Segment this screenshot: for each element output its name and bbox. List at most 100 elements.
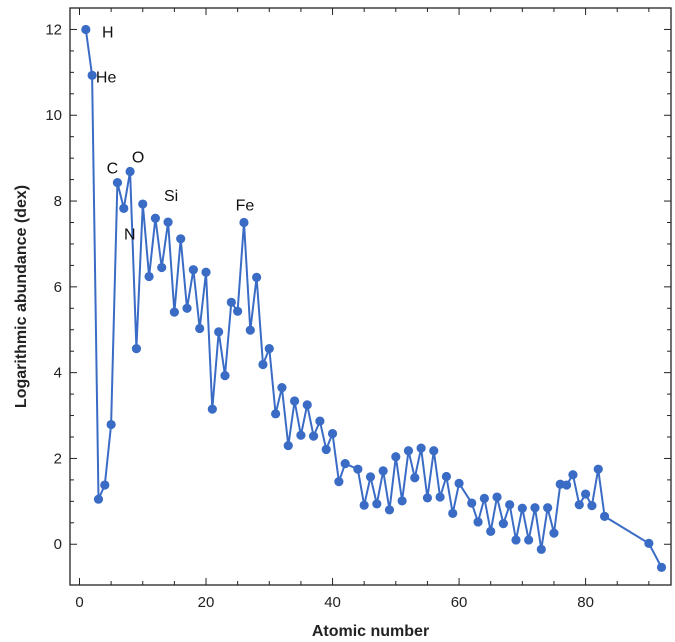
y-axis-title: Logarithmic abundance (dex): [13, 185, 30, 408]
data-point: [359, 500, 369, 510]
y-tick-label: 4: [54, 365, 62, 382]
data-point: [112, 178, 123, 188]
data-point: [543, 503, 553, 513]
data-point: [182, 303, 192, 313]
data-point: [321, 444, 331, 455]
data-point: [353, 464, 363, 474]
data-point: [119, 203, 129, 213]
data-point: [283, 440, 293, 451]
data-point: [195, 323, 205, 334]
data-point: [258, 359, 268, 370]
data-point: [644, 538, 654, 548]
data-point: [397, 496, 407, 506]
data-point: [435, 492, 445, 502]
data-point: [599, 511, 610, 521]
plot-frame: [69, 7, 672, 586]
data-point: [169, 307, 179, 317]
data-point: [315, 416, 325, 426]
data-point: [87, 70, 97, 80]
x-tick-label: 80: [577, 594, 594, 611]
annotation-label: Fe: [236, 197, 255, 214]
data-point: [416, 443, 426, 453]
data-point: [277, 383, 287, 393]
data-point: [100, 480, 110, 490]
x-tick-label: 20: [198, 594, 215, 611]
tick-labels: 0 20 40 60 80 0 2 4 6 8 10 12: [45, 21, 594, 611]
data-point: [372, 499, 382, 509]
x-tick-label: 40: [324, 594, 341, 611]
x-axis-title: Atomic number: [312, 623, 429, 640]
data-point: [587, 501, 597, 511]
annotation-label: N: [124, 226, 136, 243]
element-annotations: H He C N O Si Fe: [96, 24, 254, 243]
data-point: [207, 404, 217, 414]
data-point: [593, 464, 603, 474]
data-point: [473, 517, 483, 527]
annotation-label: Si: [164, 188, 178, 205]
data-point: [580, 489, 591, 499]
data-point: [252, 272, 262, 283]
data-point: [308, 431, 319, 441]
data-point: [296, 430, 306, 440]
y-tick-label: 10: [45, 107, 62, 124]
data-point: [454, 478, 464, 488]
data-point: [403, 446, 414, 456]
data-point: [188, 265, 198, 275]
data-point: [302, 400, 312, 410]
data-point: [568, 470, 578, 480]
y-tick-label: 2: [54, 450, 62, 467]
data-point: [391, 452, 401, 462]
data-point: [239, 217, 249, 228]
data-point: [334, 477, 344, 487]
y-tick-label: 8: [54, 193, 62, 210]
data-point: [327, 428, 338, 439]
data-point: [562, 480, 572, 490]
data-point: [289, 396, 300, 406]
data-point: [81, 24, 91, 35]
y-tick-label: 6: [54, 279, 62, 296]
data-point: [517, 503, 527, 513]
data-point: [138, 199, 148, 209]
data-point: [448, 508, 458, 518]
data-point: [498, 519, 508, 529]
y-tick-label: 0: [54, 536, 62, 553]
data-point: [505, 500, 515, 510]
data-point: [214, 327, 224, 337]
data-point: [176, 234, 186, 244]
data-point: [467, 498, 477, 508]
data-point: [524, 535, 534, 545]
data-point: [549, 528, 559, 538]
data-point: [125, 166, 135, 177]
data-point: [106, 419, 116, 430]
data-point: [422, 493, 433, 503]
data-point: [220, 371, 230, 381]
data-point: [201, 267, 211, 277]
data-point: [365, 472, 376, 482]
x-tick-label: 60: [451, 594, 468, 611]
annotation-label: He: [96, 69, 117, 86]
data-point: [536, 544, 546, 554]
axis-ticks: [70, 8, 671, 585]
data-point: [410, 473, 420, 483]
data-point: [384, 505, 395, 515]
data-point: [233, 306, 243, 316]
data-point: [157, 262, 167, 273]
data-point: [245, 325, 255, 335]
data-point: [656, 562, 667, 573]
data-point: [530, 503, 540, 513]
data-point: [163, 217, 173, 227]
data-point: [150, 213, 161, 223]
data-point: [486, 526, 496, 536]
data-point: [93, 494, 104, 504]
data-point: [479, 493, 489, 503]
y-tick-label: 12: [45, 21, 62, 38]
data-point: [131, 344, 142, 354]
data-point: [226, 297, 236, 307]
x-tick-label: 0: [75, 594, 83, 611]
data-points: [81, 24, 667, 573]
data-point: [340, 458, 350, 469]
data-point: [271, 409, 281, 419]
annotation-label: H: [102, 24, 114, 41]
data-point: [441, 471, 452, 482]
data-point: [429, 446, 439, 456]
